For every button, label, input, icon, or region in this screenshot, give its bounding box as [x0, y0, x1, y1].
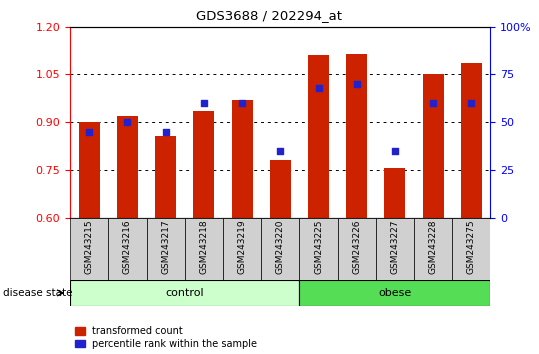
Point: [123, 119, 132, 125]
Bar: [376, 218, 414, 280]
Bar: [337, 218, 376, 280]
Point: [85, 129, 93, 135]
Legend: transformed count, percentile rank within the sample: transformed count, percentile rank withi…: [75, 326, 258, 349]
Point: [429, 100, 438, 106]
Text: control: control: [165, 288, 204, 298]
Bar: [185, 218, 223, 280]
Text: GSM243220: GSM243220: [276, 219, 285, 274]
Bar: [147, 218, 185, 280]
Text: GDS3688 / 202294_at: GDS3688 / 202294_at: [197, 9, 342, 22]
Text: GSM243216: GSM243216: [123, 219, 132, 274]
Bar: [223, 218, 261, 280]
Bar: [194, 111, 215, 218]
Text: GSM243275: GSM243275: [467, 219, 476, 274]
Bar: [117, 116, 138, 218]
Bar: [70, 218, 108, 280]
Point: [161, 129, 170, 135]
Bar: [299, 280, 490, 306]
Text: GSM243227: GSM243227: [390, 219, 399, 274]
Bar: [308, 55, 329, 218]
Bar: [232, 100, 253, 218]
Point: [353, 81, 361, 87]
Text: GSM243217: GSM243217: [161, 219, 170, 274]
Text: GSM243225: GSM243225: [314, 219, 323, 274]
Bar: [299, 218, 337, 280]
Text: GSM243218: GSM243218: [199, 219, 209, 274]
Bar: [261, 218, 299, 280]
Point: [238, 100, 246, 106]
Text: disease state: disease state: [3, 288, 72, 298]
Text: GSM243228: GSM243228: [429, 219, 438, 274]
Point: [276, 148, 285, 154]
Bar: [70, 280, 299, 306]
Text: GSM243215: GSM243215: [85, 219, 94, 274]
Text: GSM243219: GSM243219: [238, 219, 246, 274]
Text: obese: obese: [378, 288, 412, 298]
Bar: [270, 160, 291, 218]
Bar: [108, 218, 147, 280]
Bar: [384, 169, 405, 218]
Point: [199, 100, 208, 106]
Bar: [461, 63, 482, 218]
Point: [467, 100, 476, 106]
Bar: [155, 136, 176, 218]
Bar: [423, 74, 444, 218]
Bar: [414, 218, 452, 280]
Bar: [79, 122, 100, 218]
Point: [391, 148, 399, 154]
Point: [314, 85, 323, 91]
Bar: [452, 218, 490, 280]
Text: GSM243226: GSM243226: [352, 219, 361, 274]
Bar: [346, 53, 367, 218]
